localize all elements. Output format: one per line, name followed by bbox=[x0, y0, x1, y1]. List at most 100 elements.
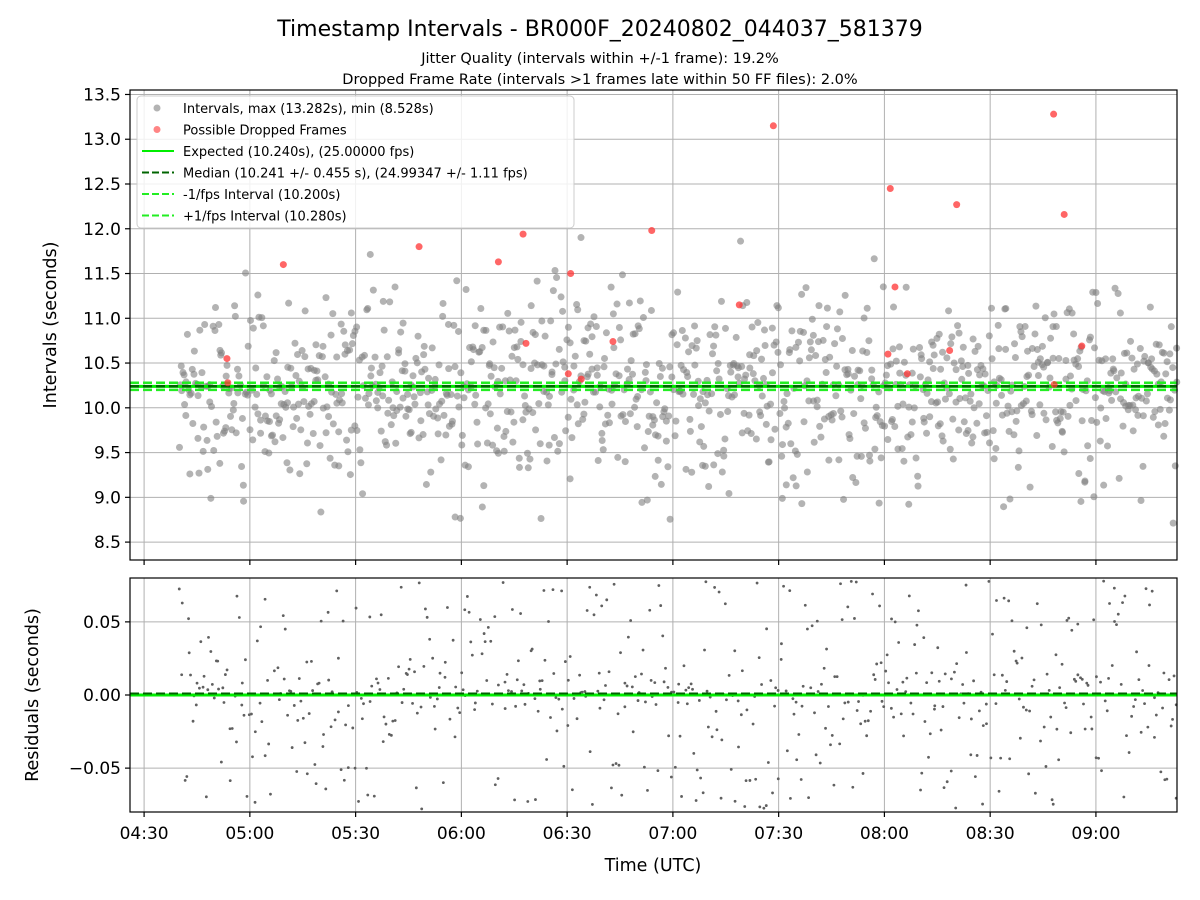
residual-point bbox=[816, 690, 820, 693]
interval-point bbox=[787, 440, 795, 448]
residual-point bbox=[515, 678, 519, 682]
residual-point bbox=[925, 681, 929, 684]
residual-point bbox=[907, 594, 911, 598]
interval-point bbox=[765, 458, 773, 466]
residual-point bbox=[792, 712, 796, 716]
residual-point bbox=[266, 679, 269, 682]
residual-point bbox=[953, 670, 956, 674]
residual-point bbox=[1058, 686, 1062, 690]
x-tick-label: 05:30 bbox=[331, 824, 380, 844]
residual-point bbox=[872, 673, 876, 677]
residual-point bbox=[801, 684, 805, 688]
residual-point bbox=[441, 781, 445, 784]
interval-point bbox=[946, 445, 954, 453]
residual-point bbox=[1044, 765, 1048, 768]
residual-point bbox=[776, 689, 780, 692]
residual-point bbox=[1105, 709, 1109, 713]
residual-point bbox=[1047, 688, 1051, 692]
interval-point bbox=[437, 456, 445, 464]
interval-point bbox=[975, 400, 983, 408]
x-axis-label: Time (UTC) bbox=[604, 856, 702, 876]
interval-point bbox=[952, 366, 960, 374]
residual-point bbox=[501, 581, 505, 584]
residual-point bbox=[825, 647, 828, 651]
interval-point bbox=[238, 462, 246, 470]
residual-point bbox=[547, 620, 550, 623]
interval-point bbox=[1002, 345, 1010, 353]
interval-point bbox=[1112, 388, 1120, 396]
residual-point bbox=[180, 601, 184, 605]
interval-point bbox=[367, 364, 375, 372]
residual-point bbox=[1146, 725, 1150, 729]
residual-point bbox=[339, 768, 343, 772]
residual-point bbox=[806, 627, 809, 631]
residual-point bbox=[258, 701, 262, 705]
residual-point bbox=[407, 667, 411, 671]
residual-point bbox=[999, 756, 1003, 760]
interval-point bbox=[844, 370, 852, 378]
interval-point bbox=[440, 411, 448, 419]
residual-point bbox=[187, 617, 190, 621]
interval-point bbox=[480, 482, 488, 490]
residual-point bbox=[379, 613, 383, 617]
residual-point bbox=[545, 758, 549, 761]
dropped-frame-point bbox=[415, 243, 423, 251]
residual-point bbox=[1017, 697, 1021, 701]
residual-point bbox=[703, 648, 706, 652]
interval-point bbox=[881, 422, 889, 430]
residual-point bbox=[443, 675, 447, 679]
interval-point bbox=[957, 357, 965, 365]
residual-point bbox=[936, 646, 940, 650]
interval-point bbox=[994, 321, 1002, 329]
residual-point bbox=[289, 689, 293, 693]
interval-point bbox=[798, 290, 806, 298]
dropped-frame-point bbox=[567, 270, 575, 278]
residual-point bbox=[1143, 702, 1146, 706]
residual-point bbox=[744, 779, 748, 783]
residual-point bbox=[507, 689, 510, 692]
interval-point bbox=[898, 445, 906, 453]
residual-point bbox=[1000, 673, 1004, 677]
interval-point bbox=[451, 363, 459, 371]
interval-point bbox=[686, 415, 694, 423]
interval-point bbox=[1047, 334, 1055, 342]
residual-point bbox=[253, 800, 257, 804]
residual-point bbox=[1074, 679, 1078, 683]
interval-point bbox=[175, 443, 183, 451]
residual-point bbox=[757, 656, 761, 660]
interval-point bbox=[573, 401, 581, 409]
interval-point bbox=[1038, 342, 1046, 350]
interval-point bbox=[396, 403, 404, 411]
interval-point bbox=[582, 337, 590, 345]
interval-point bbox=[513, 343, 521, 351]
interval-point bbox=[564, 323, 572, 331]
interval-point bbox=[207, 494, 215, 502]
residual-point bbox=[301, 716, 305, 720]
interval-point bbox=[624, 365, 632, 373]
interval-point bbox=[715, 375, 723, 383]
interval-point bbox=[608, 400, 616, 408]
interval-point bbox=[515, 454, 523, 462]
interval-point bbox=[758, 392, 766, 400]
interval-point bbox=[548, 368, 556, 376]
residual-point bbox=[583, 690, 587, 693]
interval-point bbox=[856, 367, 864, 375]
residual-point bbox=[538, 687, 542, 691]
interval-point bbox=[907, 431, 915, 439]
interval-point bbox=[914, 472, 922, 480]
interval-point bbox=[584, 370, 592, 378]
intervals-y-tick-label: 9.0 bbox=[94, 488, 121, 508]
interval-point bbox=[657, 480, 665, 488]
interval-point bbox=[671, 432, 679, 440]
interval-point bbox=[249, 436, 257, 444]
residual-point bbox=[341, 619, 345, 623]
residual-point bbox=[630, 685, 634, 689]
residual-point bbox=[478, 618, 482, 621]
interval-point bbox=[905, 403, 913, 411]
interval-point bbox=[552, 360, 560, 368]
residual-point bbox=[913, 643, 917, 646]
interval-point bbox=[930, 351, 938, 359]
interval-point bbox=[364, 304, 372, 312]
interval-point bbox=[272, 349, 280, 357]
residual-point bbox=[580, 690, 584, 694]
